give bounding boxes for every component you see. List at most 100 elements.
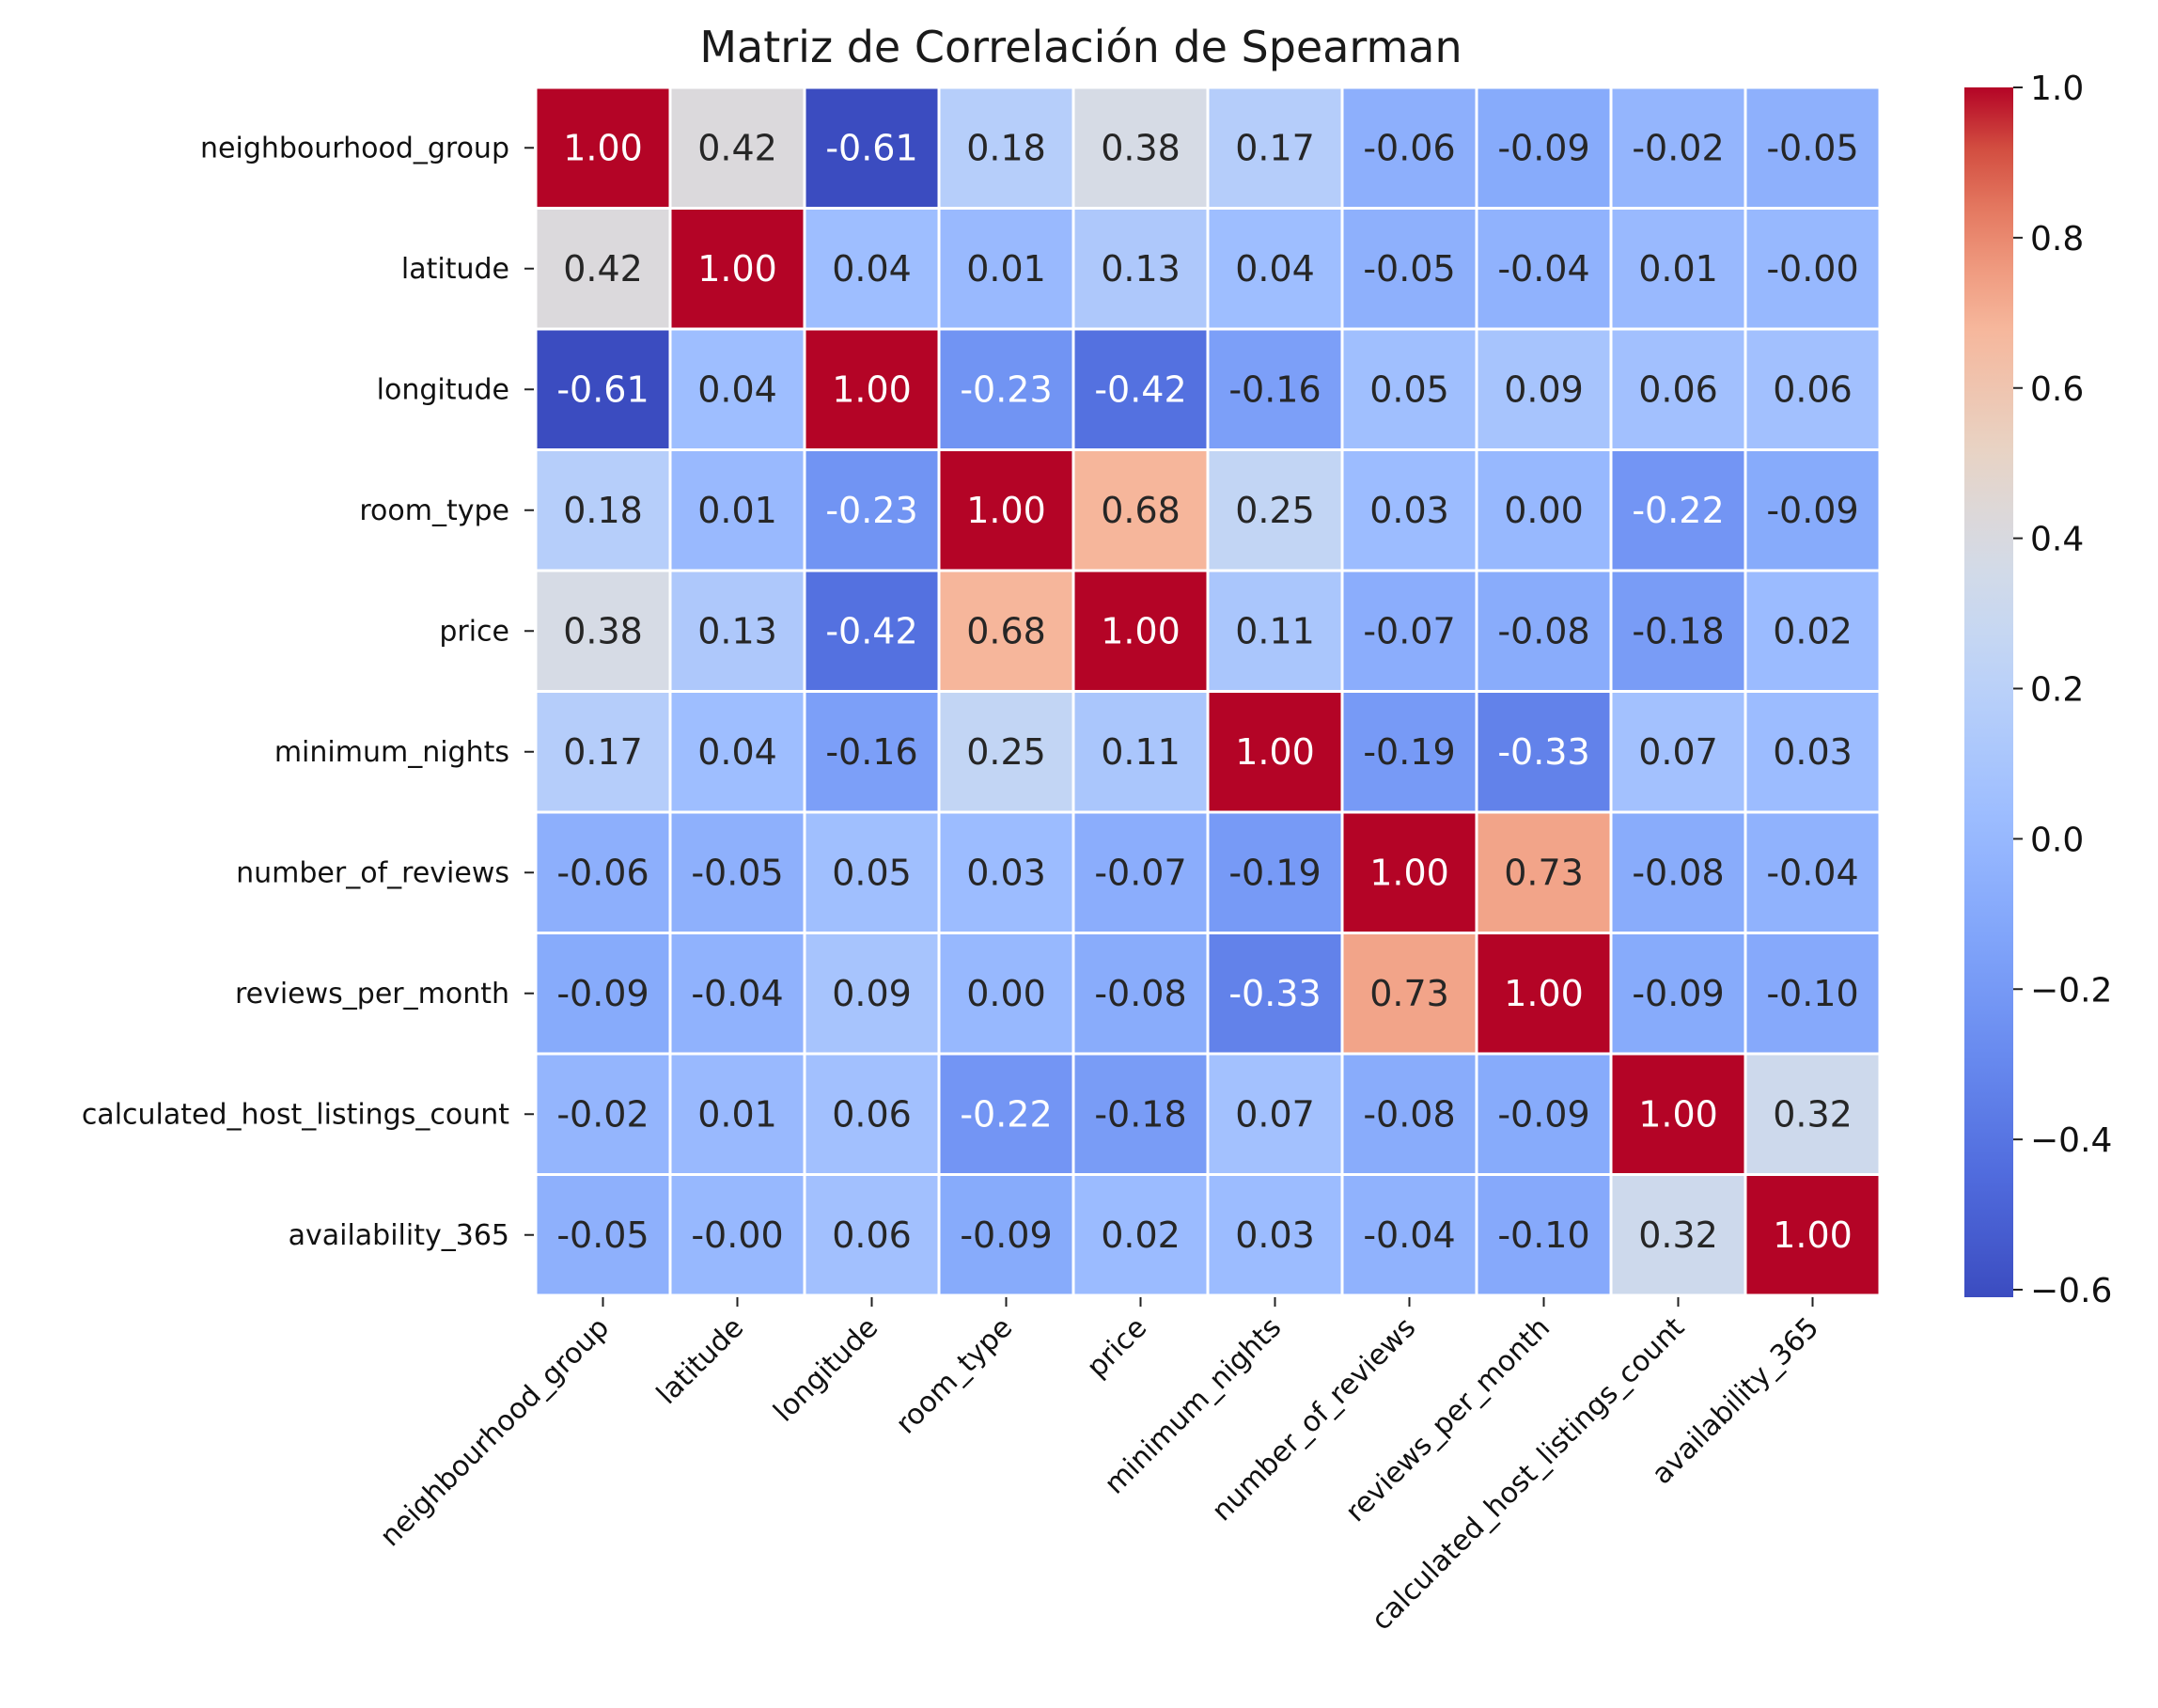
heatmap-cell: [534, 327, 672, 451]
cell-value-label: 0.09: [832, 973, 912, 1014]
cell-value-label: -0.18: [1094, 1093, 1186, 1135]
heatmap-cell: [1071, 1052, 1210, 1176]
heatmap-cell: [1609, 569, 1747, 693]
cell-value-label: -0.23: [960, 368, 1052, 410]
cell-value-label: -0.33: [1228, 973, 1321, 1014]
heatmap-cell: [1475, 1173, 1613, 1297]
y-tick-label: minimum_nights: [274, 736, 509, 769]
heatmap-cell: [803, 1052, 941, 1176]
y-tick-label: price: [439, 615, 509, 648]
heatmap-cell: [1340, 569, 1478, 693]
heatmap-cell: [534, 1052, 672, 1176]
heatmap-cell: [668, 207, 806, 331]
heatmap-cell: [1206, 569, 1344, 693]
cell-value-label: -0.04: [691, 973, 783, 1014]
cell-value-label: 0.05: [832, 852, 912, 893]
heatmap-cell: [1744, 569, 1882, 693]
heatmap-cell: [534, 1173, 672, 1297]
heatmap-cell: [937, 207, 1075, 331]
cell-value-label: 0.01: [1638, 248, 1718, 290]
cell-value-label: 0.18: [563, 490, 643, 531]
cell-value-label: 0.04: [832, 248, 912, 290]
x-tick-label: neighbourhood_group: [374, 1311, 616, 1553]
cell-value-label: -0.07: [1363, 610, 1455, 651]
cell-value-label: 0.01: [966, 248, 1046, 290]
cell-value-label: -0.10: [1497, 1214, 1589, 1256]
cell-value-label: 1.00: [1101, 610, 1181, 651]
heatmap-cell: [668, 1173, 806, 1297]
heatmap-cell: [1609, 448, 1747, 572]
cell-value-label: 0.68: [966, 610, 1046, 651]
heatmap-cell: [1609, 1173, 1747, 1297]
colorbar-tick-label: 0.4: [2030, 521, 2084, 559]
cell-value-label: 0.32: [1638, 1214, 1718, 1256]
x-tick-label: longitude: [767, 1311, 884, 1429]
heatmap-cell: [1475, 932, 1613, 1056]
cell-value-label: -0.08: [1094, 973, 1186, 1014]
heatmap-cell: [1340, 1052, 1478, 1176]
cell-value-label: 1.00: [697, 248, 777, 290]
y-tick-label: latitude: [401, 253, 509, 286]
heatmap-cell: [937, 1052, 1075, 1176]
colorbar-tick-label: 0.8: [2030, 220, 2084, 259]
cell-value-label: -0.61: [556, 368, 649, 410]
cell-value-label: 0.42: [697, 127, 777, 168]
cell-value-label: 0.17: [1235, 127, 1315, 168]
cell-value-label: 0.06: [832, 1214, 912, 1256]
cell-value-label: -0.16: [825, 731, 917, 773]
y-tick-label: room_type: [359, 494, 509, 527]
cell-value-label: -0.09: [1632, 973, 1724, 1014]
cell-value-label: 1.00: [832, 368, 912, 410]
cell-value-label: -0.23: [825, 490, 917, 531]
heatmap-cell: [1609, 932, 1747, 1056]
heatmap-cell: [1744, 448, 1882, 572]
x-tick-label: room_type: [890, 1311, 1020, 1441]
y-tick-label: neighbourhood_group: [200, 132, 509, 165]
cell-value-label: 0.05: [1369, 368, 1449, 410]
heatmap-cell: [1744, 207, 1882, 331]
cell-value-label: 0.06: [1638, 368, 1718, 410]
y-axis-tick-labels: neighbourhood_group latitude longitude room…: [82, 132, 534, 1252]
heatmap-cell: [668, 327, 806, 451]
heatmap-cell: [668, 86, 806, 210]
heatmap-cell: [1071, 569, 1210, 693]
cell-value-label: -0.07: [1094, 852, 1186, 893]
heatmap-cell: [1744, 1173, 1882, 1297]
cell-value-label: 0.42: [563, 248, 643, 290]
cell-value-label: 1.00: [1235, 731, 1315, 773]
heatmap-cell: [1340, 932, 1478, 1056]
heatmap-cell: [1206, 1173, 1344, 1297]
heatmap-cell: [1609, 207, 1747, 331]
y-tick-label: availability_365: [289, 1219, 509, 1252]
heatmap-cell: [803, 1173, 941, 1297]
cell-value-label: -0.02: [556, 1093, 649, 1135]
heatmap-cell: [937, 1173, 1075, 1297]
heatmap-cell: [1206, 86, 1344, 210]
cell-value-label: -0.19: [1363, 731, 1455, 773]
heatmap-cell: [1071, 1173, 1210, 1297]
cell-value-label: -0.18: [1632, 610, 1724, 651]
cell-value-label: 0.18: [966, 127, 1046, 168]
cell-value-label: 0.00: [1504, 490, 1584, 531]
heatmap-cell: [1340, 207, 1478, 331]
cell-value-label: 0.04: [697, 368, 777, 410]
cell-value-label: 1.00: [1773, 1214, 1853, 1256]
cell-value-label: 0.25: [966, 731, 1046, 773]
cell-value-label: 0.11: [1235, 610, 1315, 651]
x-tick-label: latitude: [650, 1311, 750, 1411]
cell-value-label: -0.05: [1363, 248, 1455, 290]
heatmap-cell: [1609, 690, 1747, 814]
cell-value-label: 0.03: [1369, 490, 1449, 531]
heatmap-cell: [534, 690, 672, 814]
cell-value-label: 0.01: [697, 1093, 777, 1135]
heatmap-cell: [937, 810, 1075, 934]
cell-value-label: -0.05: [691, 852, 783, 893]
heatmap-cell: [937, 690, 1075, 814]
heatmap-cell: [1609, 810, 1747, 934]
heatmap-cell: [1744, 810, 1882, 934]
cell-value-label: 0.32: [1773, 1093, 1853, 1135]
heatmap-cells: 1.00 0.42 -0.61 0.18 0.38 0.17 -0.06 -0.09 -0.02…: [534, 86, 1882, 1297]
heatmap-cell: [1340, 327, 1478, 451]
heatmap-cell: [1609, 327, 1747, 451]
